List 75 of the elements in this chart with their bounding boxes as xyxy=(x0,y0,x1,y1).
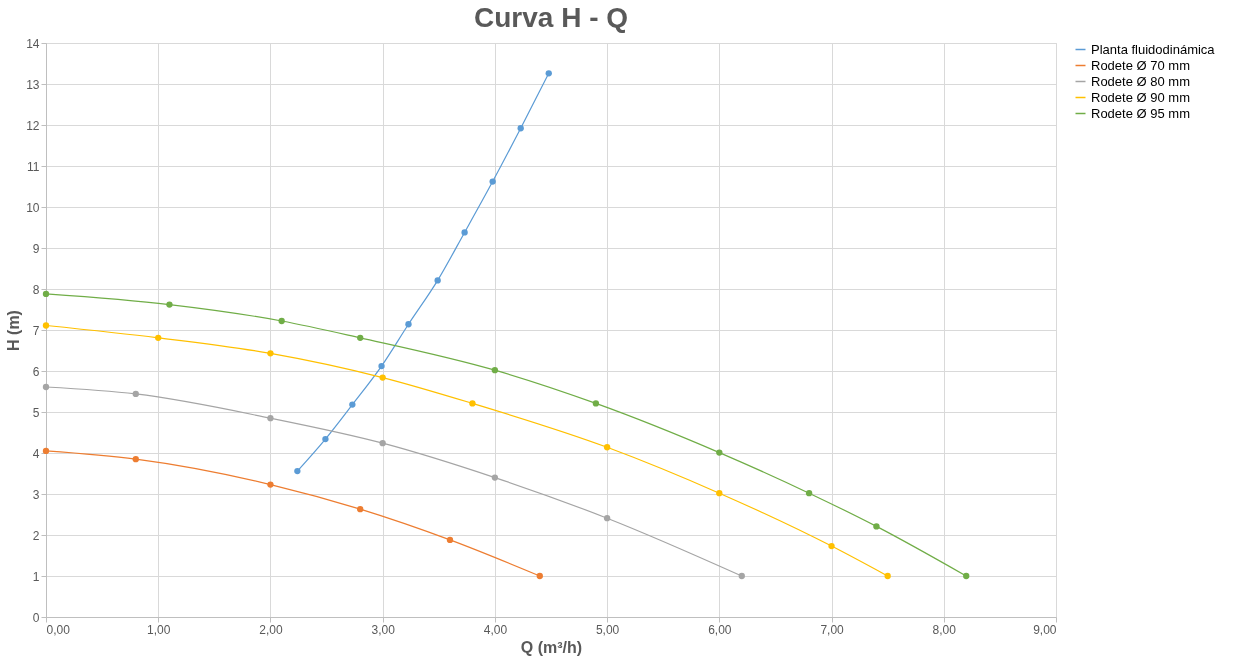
point xyxy=(267,414,274,422)
point xyxy=(873,523,880,530)
x-tick-label: 6,00 xyxy=(708,622,732,637)
legend-label: Rodete Ø 95 mm xyxy=(1091,105,1190,121)
point xyxy=(828,542,835,550)
point xyxy=(716,449,723,456)
point xyxy=(446,536,454,544)
point xyxy=(294,467,301,475)
point xyxy=(489,178,496,185)
point xyxy=(805,490,813,497)
chart-title: Curva H - Q xyxy=(473,2,629,33)
y-tick-label: 11 xyxy=(27,159,40,174)
point xyxy=(166,301,173,308)
point xyxy=(517,125,524,132)
x-tick-label: 7,00 xyxy=(820,622,845,637)
point xyxy=(545,70,552,77)
point xyxy=(461,229,468,236)
point xyxy=(491,367,499,374)
point xyxy=(322,435,329,443)
point xyxy=(278,317,285,325)
x-tick-label: 8,00 xyxy=(932,622,957,637)
point xyxy=(603,444,611,451)
x-tick-label: 2,00 xyxy=(259,622,283,637)
point xyxy=(536,572,543,580)
point xyxy=(379,440,386,447)
x-tick-label: 0,00 xyxy=(46,622,71,637)
point xyxy=(132,390,139,398)
legend-label: Rodete Ø 70 mm xyxy=(1091,57,1190,73)
point xyxy=(963,572,970,580)
y-tick-label: 5 xyxy=(32,405,40,420)
x-tick-label: 5,00 xyxy=(595,622,620,637)
point xyxy=(42,322,50,329)
point xyxy=(155,334,162,341)
y-tick-label: 13 xyxy=(26,77,40,92)
y-tick-label: 3 xyxy=(32,487,40,502)
x-tick-label: 3,00 xyxy=(371,622,396,637)
point xyxy=(42,290,50,298)
point xyxy=(357,506,364,513)
point xyxy=(884,572,891,580)
y-tick-label: 1 xyxy=(32,569,40,584)
y-tick-label: 9 xyxy=(32,241,40,256)
legend-label: Planta fluidodinámica xyxy=(1091,41,1216,57)
y-tick-label: 0 xyxy=(32,610,40,625)
point xyxy=(379,374,386,381)
legend-label: Rodete Ø 80 mm xyxy=(1091,73,1190,89)
point xyxy=(434,277,441,284)
point xyxy=(491,474,499,481)
x-tick-label: 1,00 xyxy=(147,622,171,637)
y-tick-label: 6 xyxy=(32,364,40,379)
point xyxy=(592,400,600,407)
y-tick-label: 8 xyxy=(32,282,40,297)
point xyxy=(603,515,611,522)
point xyxy=(349,401,356,408)
point xyxy=(469,400,476,407)
point xyxy=(357,334,364,341)
point xyxy=(267,481,274,488)
point xyxy=(405,321,412,328)
x-axis-title: Q (m³/h) xyxy=(520,638,583,656)
point xyxy=(716,490,723,497)
y-tick-label: 14 xyxy=(26,36,40,51)
point xyxy=(267,350,274,357)
point xyxy=(42,383,50,391)
point xyxy=(132,455,139,463)
point xyxy=(42,447,50,455)
y-tick-label: 7 xyxy=(32,323,40,338)
y-tick-label: 10 xyxy=(26,200,40,215)
y-tick-label: 12 xyxy=(26,118,40,133)
y-axis-title: H (m) xyxy=(5,310,23,351)
point xyxy=(378,362,385,370)
y-tick-label: 2 xyxy=(32,528,40,543)
point xyxy=(738,572,745,580)
x-tick-label: 4,00 xyxy=(483,622,508,637)
legend-label: Rodete Ø 90 mm xyxy=(1091,89,1190,105)
y-tick-label: 4 xyxy=(32,446,40,461)
x-tick-label: 9,00 xyxy=(1033,622,1057,637)
